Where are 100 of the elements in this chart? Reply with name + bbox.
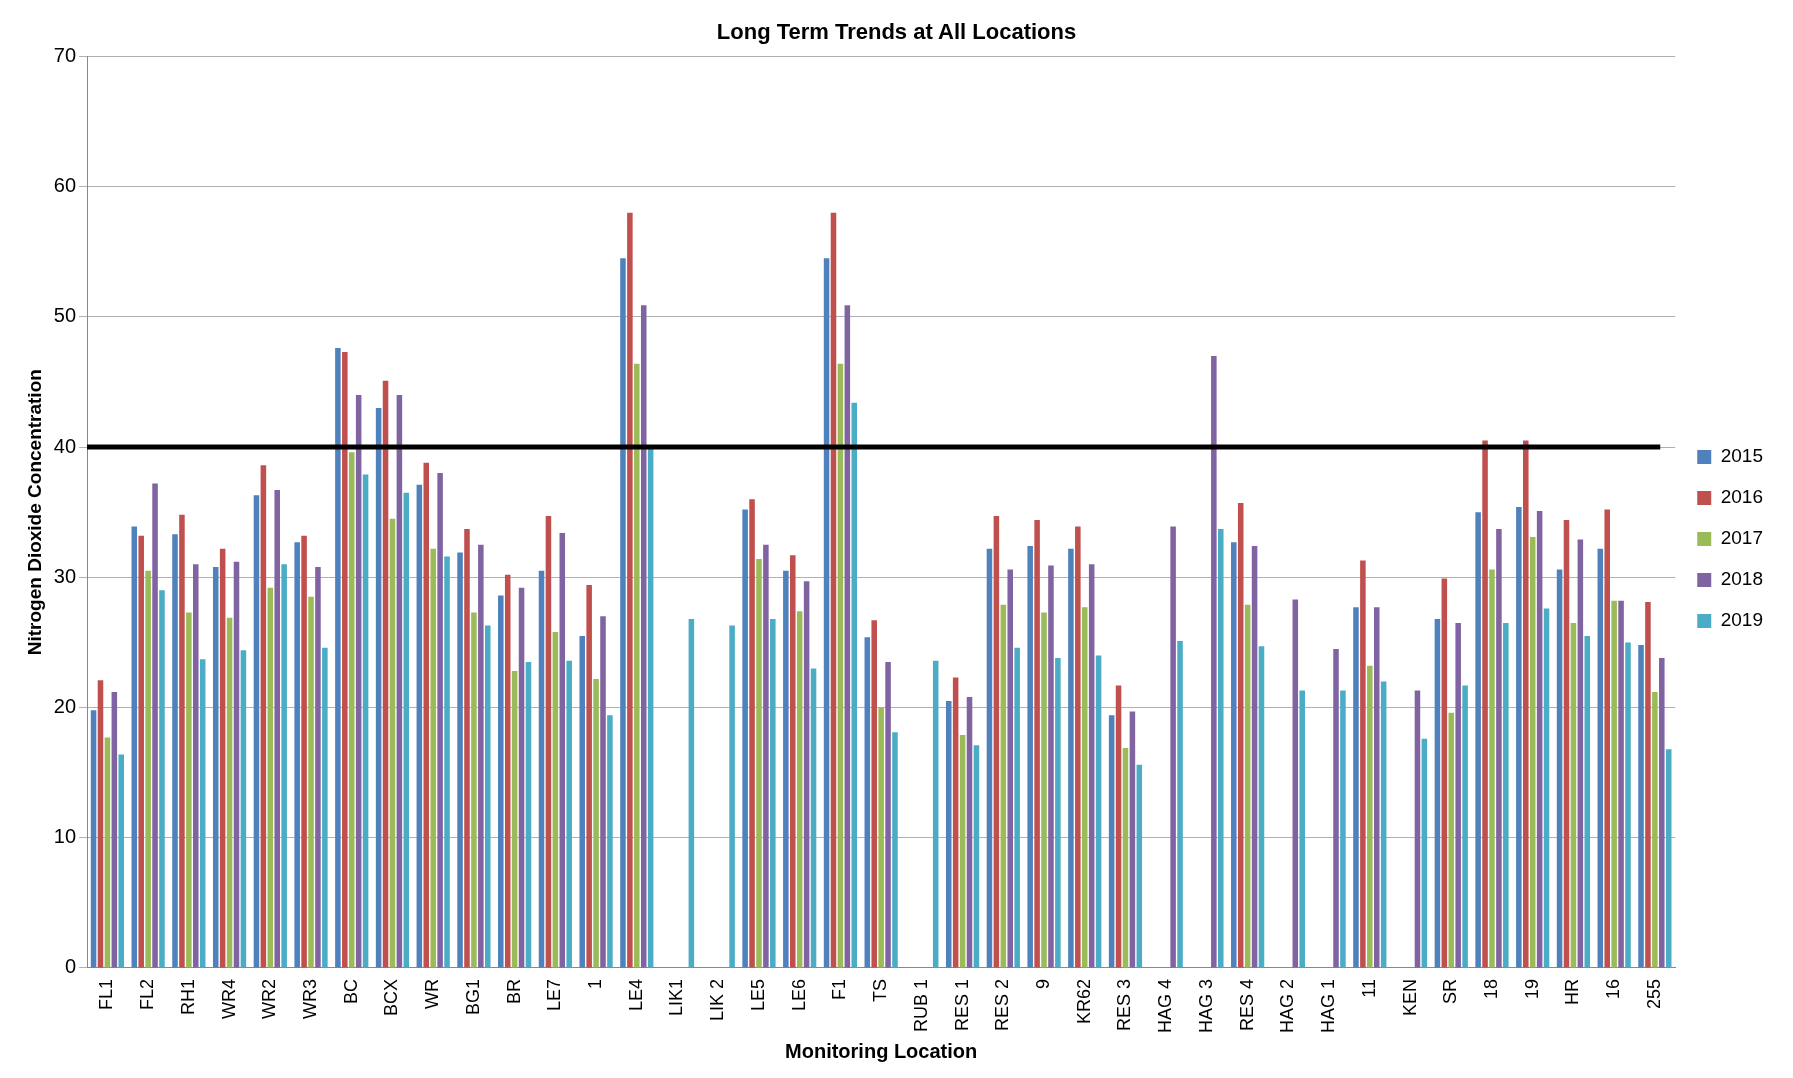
bar	[1251, 546, 1258, 968]
bar	[1258, 646, 1265, 968]
bar	[212, 566, 219, 968]
x-tick-label: LIK1	[666, 978, 687, 1017]
bar	[1170, 526, 1176, 968]
y-tick-label: 0	[64, 955, 77, 978]
bar	[281, 564, 287, 968]
bar	[1543, 608, 1550, 968]
x-tick-label: 18	[1480, 978, 1501, 1000]
x-tick-label: RES 3	[1114, 978, 1135, 1032]
bar	[179, 514, 185, 968]
bar	[1496, 529, 1502, 968]
bar	[1034, 520, 1040, 968]
bar	[1414, 690, 1421, 968]
bar	[1441, 578, 1448, 968]
legend-label: 2016	[1720, 486, 1764, 508]
bar	[864, 637, 871, 968]
bar	[498, 595, 504, 968]
bar	[1448, 712, 1455, 968]
bar	[423, 462, 430, 968]
x-tick-label: 9	[1033, 978, 1053, 989]
bar	[1556, 569, 1563, 968]
x-tick-label: LE4	[625, 978, 646, 1012]
bar	[1529, 536, 1536, 968]
bar	[627, 212, 633, 968]
x-tick-label: RES 2	[992, 978, 1013, 1032]
bar	[1333, 648, 1339, 968]
bar	[1081, 607, 1088, 968]
bar	[783, 570, 789, 968]
x-tick-label: LIK 2	[707, 978, 728, 1022]
bar	[871, 620, 877, 968]
bar	[742, 509, 748, 968]
bar	[322, 647, 328, 968]
bar	[1088, 564, 1095, 968]
bar	[952, 677, 959, 968]
bar	[308, 596, 314, 968]
bar	[1652, 691, 1658, 968]
x-tick-label: WR	[422, 978, 443, 1009]
bar	[932, 660, 939, 968]
bar	[1482, 440, 1488, 968]
bar	[159, 590, 165, 968]
bar	[193, 564, 199, 968]
bar	[1584, 635, 1591, 968]
bar	[525, 661, 532, 968]
bar	[1380, 681, 1387, 968]
bar	[172, 534, 178, 968]
bar	[1299, 690, 1305, 968]
bar	[1177, 641, 1183, 968]
bar	[1516, 506, 1522, 968]
bar	[301, 535, 307, 968]
bar	[260, 465, 267, 968]
x-tick-label: HAG 1	[1318, 978, 1339, 1034]
bar	[389, 518, 396, 968]
bar	[1367, 665, 1373, 968]
x-tick-label: TS	[870, 978, 891, 1002]
bar	[1108, 715, 1115, 968]
legend-label: 2017	[1720, 527, 1764, 549]
bar	[118, 754, 125, 968]
bar	[796, 611, 803, 968]
y-tick-label: 60	[53, 174, 77, 197]
bar	[810, 668, 817, 968]
bar	[823, 258, 830, 968]
bar	[1563, 520, 1570, 968]
legend-label: 2018	[1720, 568, 1764, 590]
x-tick-label: RES 4	[1236, 978, 1257, 1032]
bar	[1014, 647, 1020, 968]
y-tick-label: 70	[53, 43, 77, 66]
x-tick-label: HAG 2	[1277, 978, 1298, 1034]
bar	[640, 305, 647, 968]
bar	[1659, 658, 1665, 968]
bar	[362, 474, 369, 968]
bar	[851, 402, 858, 968]
bar	[335, 348, 341, 968]
bar	[566, 660, 572, 968]
y-tick-label: 50	[53, 304, 77, 327]
bar	[484, 625, 491, 968]
bar	[1211, 355, 1217, 968]
x-tick-label: SR	[1440, 978, 1461, 1004]
x-tick-label: F1	[829, 978, 850, 1000]
bar	[830, 212, 837, 968]
bar	[993, 516, 1000, 968]
bar	[885, 661, 891, 968]
x-tick-label: RES 1	[951, 978, 972, 1032]
bar	[348, 452, 355, 968]
bar	[729, 625, 735, 968]
x-tick-label: HAG 4	[1155, 978, 1176, 1034]
x-tick-label: HR	[1562, 978, 1583, 1005]
bar	[444, 556, 450, 968]
bar	[1360, 560, 1366, 968]
bar	[240, 650, 247, 968]
bar	[1536, 510, 1543, 968]
bar	[403, 492, 410, 968]
bar	[763, 544, 769, 968]
bar	[145, 570, 151, 968]
bar	[1570, 622, 1577, 968]
x-tick-label: BC	[340, 978, 361, 1004]
bar	[97, 680, 104, 968]
bar	[620, 258, 626, 968]
bar	[844, 305, 851, 968]
bar	[199, 659, 206, 968]
